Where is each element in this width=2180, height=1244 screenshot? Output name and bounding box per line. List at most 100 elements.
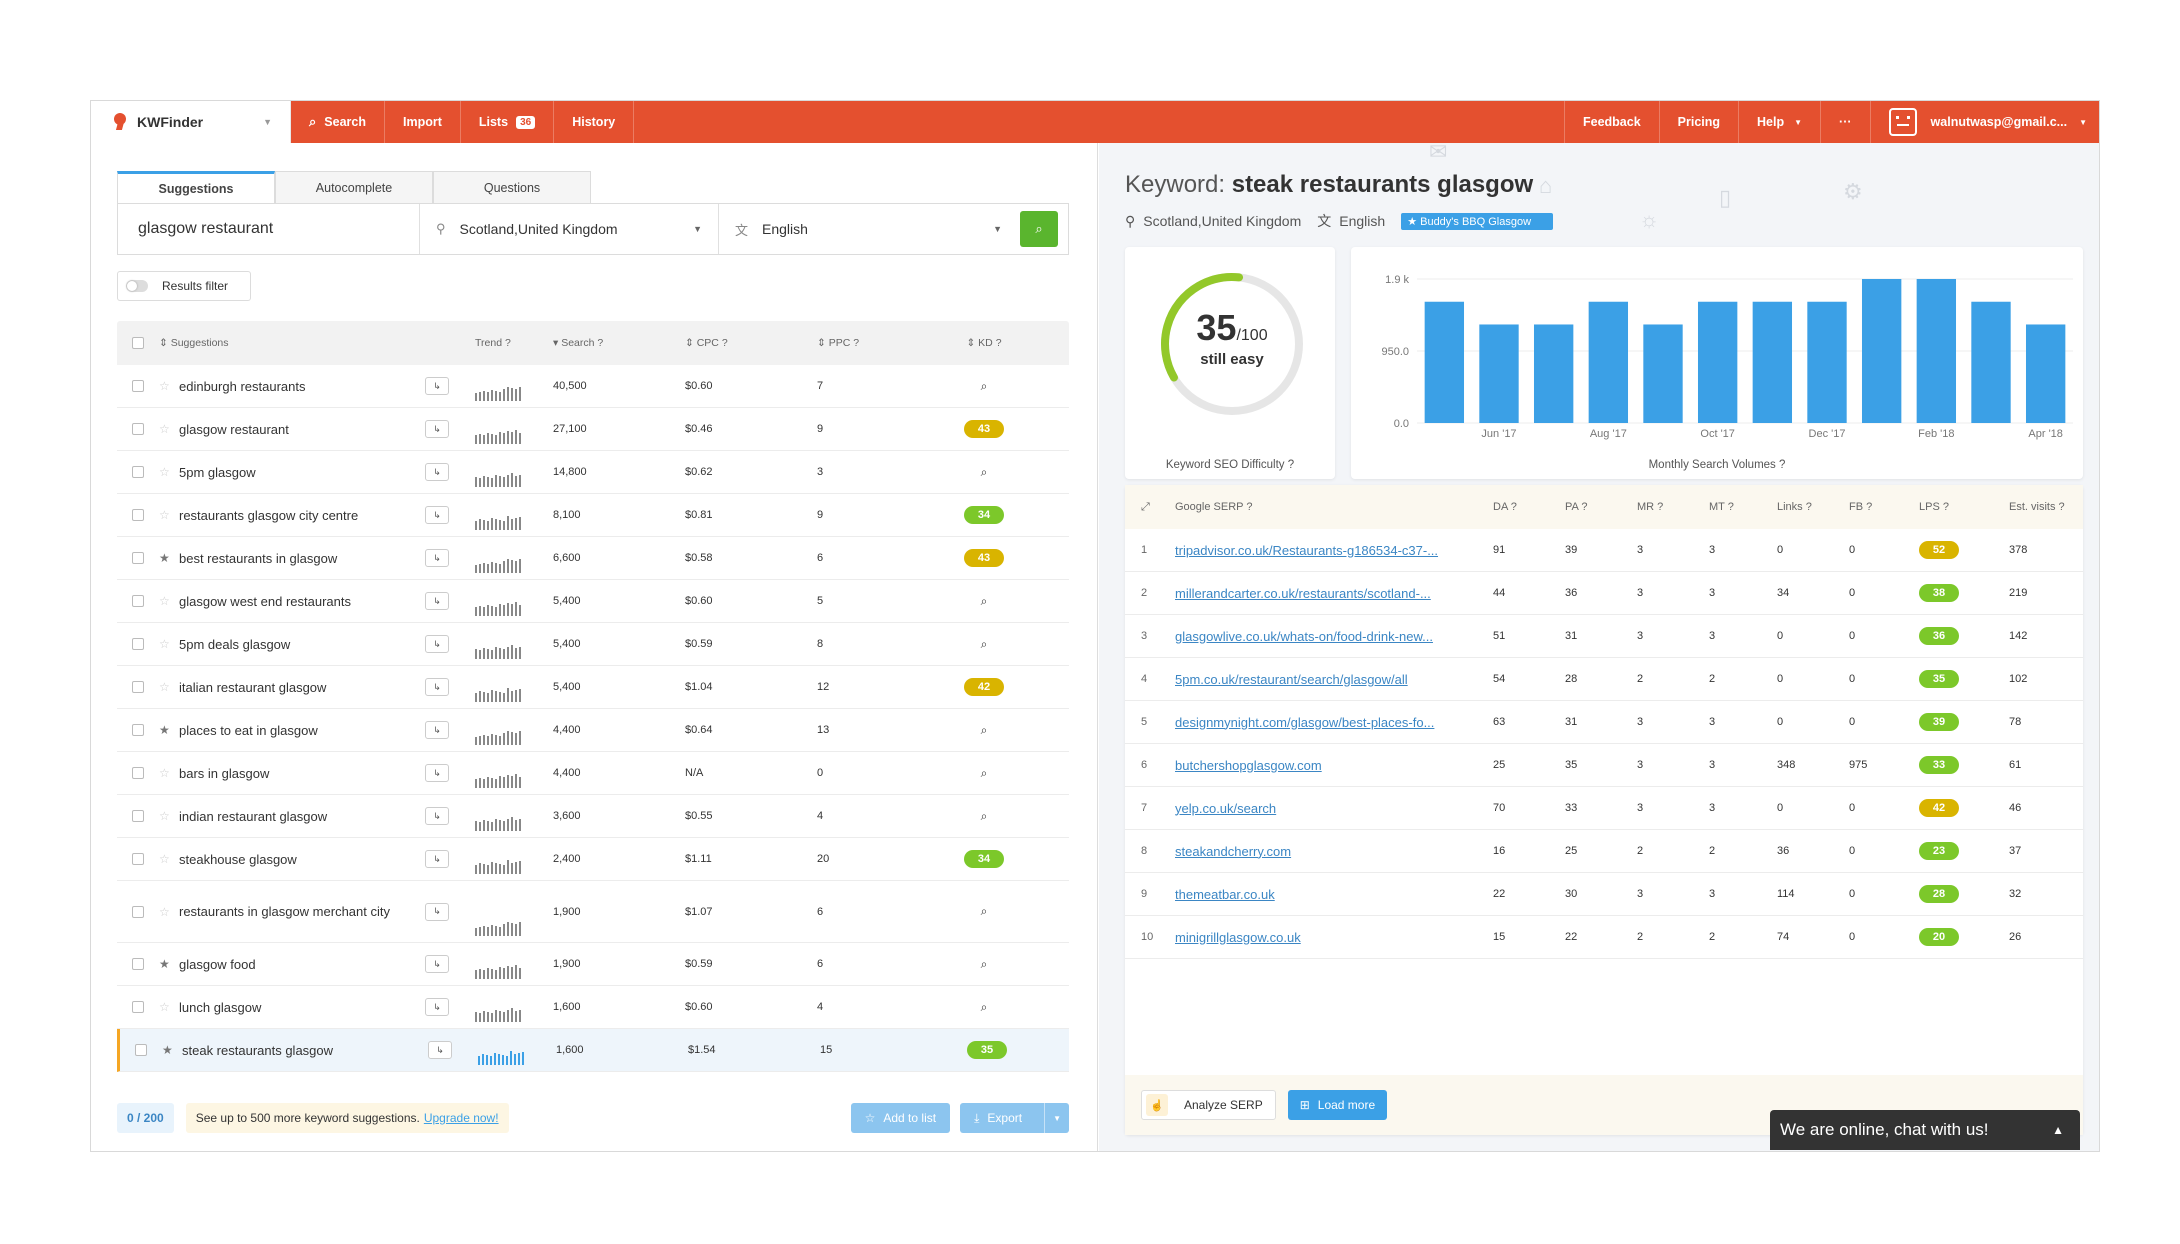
go-icon[interactable]: ↳ (425, 850, 449, 868)
keyword-text[interactable]: 5pm deals glasgow (179, 636, 291, 652)
go-icon[interactable]: ↳ (425, 807, 449, 825)
help-icon[interactable]: ? (1779, 459, 1786, 471)
table-row[interactable]: ☆ italian restaurant glasgow ↳ 5,400 $1.04 12… (117, 666, 1069, 709)
col-pa[interactable]: PA ? (1565, 501, 1588, 513)
user-menu[interactable]: walnutwasp@gmail.c... ▼ (1871, 101, 2099, 143)
star-icon[interactable]: ★ (159, 957, 170, 971)
table-row[interactable]: ☆ lunch glasgow ↳ 1,600 $0.60 4 ⌕ (117, 986, 1069, 1029)
language-select[interactable]: 文 English ▼ (719, 204, 1018, 254)
row-checkbox[interactable] (132, 509, 144, 521)
col-da[interactable]: DA ? (1493, 501, 1517, 513)
nav-help[interactable]: Help ▼ (1739, 101, 1822, 143)
star-icon[interactable]: ☆ (159, 809, 170, 823)
select-all-checkbox[interactable] (132, 337, 144, 349)
star-icon[interactable]: ★ (162, 1043, 173, 1057)
results-filter-toggle[interactable]: Results filter (117, 271, 251, 301)
row-checkbox[interactable] (132, 552, 144, 564)
go-icon[interactable]: ↳ (425, 764, 449, 782)
col-suggestions[interactable]: ⇕ Suggestions (159, 337, 229, 349)
magnifier-icon[interactable]: ⌕ (980, 722, 988, 737)
star-icon[interactable]: ☆ (159, 594, 170, 608)
go-icon[interactable]: ↳ (425, 549, 449, 567)
table-row[interactable]: ☆ steakhouse glasgow ↳ 2,400 $1.11 20 34 (117, 838, 1069, 881)
table-row[interactable]: ☆ edinburgh restaurants ↳ 40,500 $0.60 7 ⌕ (117, 365, 1069, 408)
keyword-text[interactable]: glasgow restaurant (179, 421, 289, 437)
go-icon[interactable]: ↳ (425, 678, 449, 696)
magnifier-icon[interactable]: ⌕ (980, 904, 988, 918)
domain-badge[interactable]: ★ Buddy's BBQ Glasgow (1401, 212, 1554, 230)
row-checkbox[interactable] (132, 595, 144, 607)
table-row[interactable]: ☆ bars in glasgow ↳ 4,400 N/A 0 ⌕ (117, 752, 1069, 795)
star-icon[interactable]: ☆ (159, 637, 170, 651)
search-submit-button[interactable]: ⌕ (1020, 211, 1058, 247)
col-ppc[interactable]: ⇕ PPC ? (817, 337, 860, 349)
serp-url-link[interactable]: designmynight.com/glasgow/best-places-fo… (1175, 714, 1435, 730)
serp-url-link[interactable]: steakandcherry.com (1175, 843, 1292, 859)
export-button[interactable]: ⤓ Export ▼ (960, 1103, 1069, 1133)
chat-widget[interactable]: We are online, chat with us! ▲ (1770, 1110, 2080, 1150)
location-select[interactable]: ⚲ Scotland,United Kingdom ▼ (420, 204, 719, 254)
go-icon[interactable]: ↳ (425, 463, 449, 481)
star-icon[interactable]: ☆ (159, 508, 170, 522)
app-logo[interactable]: KWFinder ▼ (91, 101, 291, 143)
go-icon[interactable]: ↳ (425, 377, 449, 395)
serp-url-link[interactable]: glasgowlive.co.uk/whats-on/food-drink-ne… (1175, 628, 1433, 644)
magnifier-icon[interactable]: ⌕ (980, 464, 988, 479)
table-row[interactable]: ☆ indian restaurant glasgow ↳ 3,600 $0.55 4 ⌕ (117, 795, 1069, 838)
keyword-text[interactable]: steak restaurants glasgow (182, 1042, 334, 1058)
star-icon[interactable]: ☆ (159, 852, 170, 866)
tab-questions[interactable]: Questions (433, 171, 591, 203)
magnifier-icon[interactable]: ⌕ (980, 636, 988, 651)
magnifier-icon[interactable]: ⌕ (980, 765, 988, 780)
star-icon[interactable]: ☆ (159, 465, 170, 479)
serp-url-link[interactable]: minigrillglasgow.co.uk (1175, 929, 1301, 945)
col-lps[interactable]: LPS ? (1919, 501, 1949, 513)
table-row[interactable]: ☆ glasgow restaurant ↳ 27,100 $0.46 9 43 (117, 408, 1069, 451)
go-icon[interactable]: ↳ (425, 592, 449, 610)
nav-more[interactable]: ··· (1821, 101, 1871, 143)
serp-url-link[interactable]: tripadvisor.co.uk/Restaurants-g186534-c3… (1175, 542, 1439, 558)
go-icon[interactable]: ↳ (428, 1041, 452, 1059)
table-row[interactable]: ☆ 5pm deals glasgow ↳ 5,400 $0.59 8 ⌕ (117, 623, 1069, 666)
col-search[interactable]: ▾ Search ? (553, 337, 604, 349)
row-checkbox[interactable] (132, 681, 144, 693)
load-more-button[interactable]: ⊞ Load more (1287, 1090, 1388, 1120)
keyword-text[interactable]: best restaurants in glasgow (179, 550, 338, 566)
star-icon[interactable]: ☆ (159, 904, 170, 919)
go-icon[interactable]: ↳ (425, 902, 449, 921)
keyword-text[interactable]: steakhouse glasgow (179, 851, 297, 867)
upgrade-link[interactable]: Upgrade now! (423, 1111, 499, 1125)
serp-url-link[interactable]: millerandcarter.co.uk/restaurants/scotla… (1175, 585, 1431, 601)
keyword-input[interactable]: glasgow restaurant (118, 204, 420, 254)
table-row[interactable]: ☆ restaurants glasgow city centre ↳ 8,100 $0… (117, 494, 1069, 537)
row-checkbox[interactable] (132, 380, 144, 392)
keyword-text[interactable]: indian restaurant glasgow (179, 808, 328, 824)
keyword-text[interactable]: glasgow food (179, 956, 256, 972)
serp-url-link[interactable]: themeatbar.co.uk (1175, 886, 1275, 902)
nav-import[interactable]: Import (385, 101, 461, 143)
table-row[interactable]: ☆ restaurants in glasgow merchant city ↳ 1,… (117, 881, 1069, 943)
tab-autocomplete[interactable]: Autocomplete (275, 171, 433, 203)
row-checkbox[interactable] (135, 1044, 147, 1056)
keyword-text[interactable]: bars in glasgow (179, 765, 270, 781)
help-icon[interactable]: ? (1287, 459, 1295, 471)
magnifier-icon[interactable]: ⌕ (980, 808, 988, 823)
table-row[interactable]: ★ places to eat in glasgow ↳ 4,400 $0.64 13 ⌕ (117, 709, 1069, 752)
tab-suggestions[interactable]: Suggestions (117, 171, 275, 203)
magnifier-icon[interactable]: ⌕ (980, 956, 988, 971)
serp-url-link[interactable]: butchershopglasgow.com (1175, 757, 1322, 773)
star-icon[interactable]: ☆ (159, 766, 170, 780)
star-icon[interactable]: ☆ (159, 680, 170, 694)
keyword-text[interactable]: lunch glasgow (179, 999, 262, 1015)
go-icon[interactable]: ↳ (425, 721, 449, 739)
magnifier-icon[interactable]: ⌕ (980, 378, 988, 393)
serp-url-link[interactable]: 5pm.co.uk/restaurant/search/glasgow/all (1175, 671, 1408, 687)
keyword-text[interactable]: restaurants glasgow city centre (179, 507, 359, 523)
nav-feedback[interactable]: Feedback (1563, 101, 1660, 143)
row-checkbox[interactable] (132, 1001, 144, 1013)
col-est-visits[interactable]: Est. visits ? (2009, 501, 2065, 513)
magnifier-icon[interactable]: ⌕ (980, 999, 988, 1014)
keyword-text[interactable]: edinburgh restaurants (179, 378, 306, 394)
add-to-list-button[interactable]: ☆ Add to list (850, 1103, 951, 1133)
row-checkbox[interactable] (132, 853, 144, 865)
